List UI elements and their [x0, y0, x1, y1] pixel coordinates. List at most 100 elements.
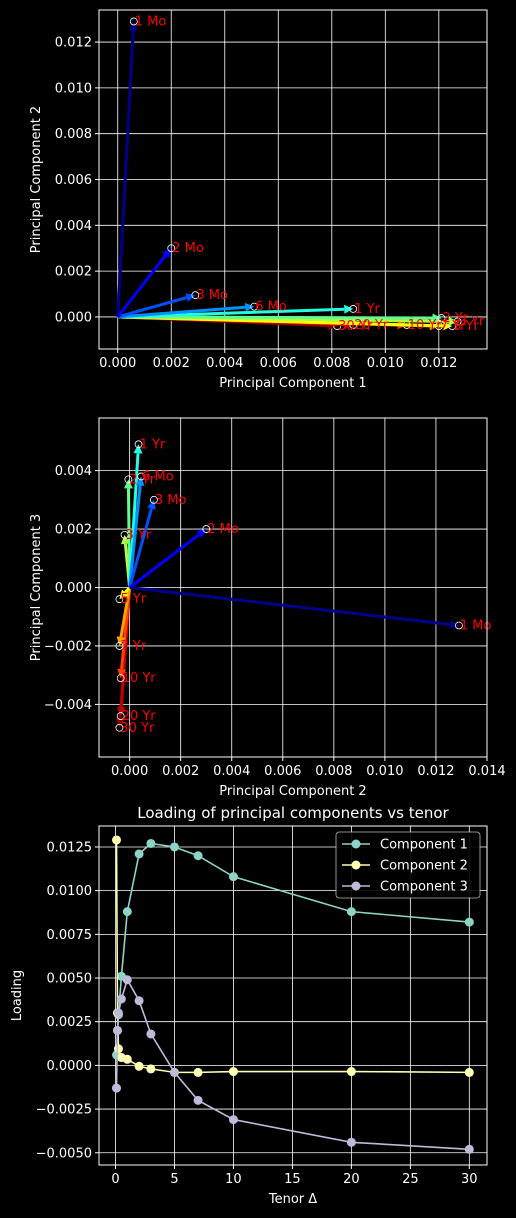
y-tick-label: 0.0125	[47, 840, 93, 855]
arrow-label: 5 Yr	[120, 592, 146, 607]
arrow-label: 3 Yr	[459, 315, 485, 330]
y-tick-label: 0.012	[55, 36, 92, 51]
data-point	[464, 917, 474, 927]
x-tick-label: 0.002	[162, 764, 199, 779]
y-tick-label: 0.002	[55, 523, 92, 538]
arrow-tip-marker	[116, 712, 125, 720]
series-line	[115, 977, 470, 1151]
arrow-head	[116, 706, 126, 717]
arrow-label: 30 Yr	[338, 319, 373, 334]
data-point	[169, 842, 179, 852]
arrow-tip-marker	[115, 723, 124, 732]
y-tick-label: 0.0050	[47, 972, 93, 987]
data-point	[112, 1025, 122, 1035]
arrow-label: 20 Yr	[354, 318, 389, 333]
arrow-head	[448, 316, 458, 326]
data-point	[346, 1137, 356, 1147]
data-point	[228, 1067, 238, 1077]
data-point	[464, 1144, 474, 1154]
data-point	[146, 1029, 156, 1039]
arrow-label: 3 Yr	[126, 528, 152, 543]
y-tick-label: −0.0025	[36, 1103, 92, 1118]
arrow-head	[115, 718, 125, 728]
y-tick-label: −0.0050	[36, 1146, 92, 1161]
x-tick-label: 5	[170, 1172, 178, 1187]
arrow-head	[244, 302, 255, 312]
arrow-head	[432, 313, 442, 323]
y-tick-label: 0.000	[55, 581, 92, 596]
y-tick-label: −0.004	[44, 698, 92, 713]
legend-label: Component 1	[380, 838, 468, 853]
arrow-tip-marker	[149, 495, 158, 504]
data-point	[228, 1115, 238, 1125]
arrow-tip-marker	[455, 621, 463, 630]
y-tick-label: 0.0000	[47, 1059, 93, 1074]
arrow-label: 1 Mo	[135, 14, 167, 29]
x-tick-label: 0.006	[264, 764, 301, 779]
arrow-tip-marker	[137, 472, 146, 481]
legend-label: Component 3	[380, 880, 468, 895]
y-tick-label: 0.006	[55, 173, 92, 188]
legend-box	[335, 831, 481, 899]
y-axis-label: Loading	[10, 970, 25, 1021]
data-point	[122, 975, 132, 985]
arrow-tip-marker	[116, 674, 125, 682]
x-tick-label: 0.002	[153, 356, 190, 371]
y-tick-label: −0.002	[44, 639, 92, 654]
arrow-shaft	[116, 254, 167, 318]
arrow-tip-marker	[349, 305, 358, 313]
x-tick-label: 0.000	[111, 764, 148, 779]
arrow-shaft	[119, 587, 132, 638]
x-axis-label: Principal Component 2	[219, 784, 366, 799]
arrow-tip-marker	[453, 317, 462, 326]
arrow-head	[133, 444, 143, 454]
legend-swatch-marker	[351, 881, 361, 891]
arrow-shaft	[117, 315, 433, 320]
arrow-shaft	[128, 508, 153, 588]
x-tick-label: 0.012	[417, 764, 454, 779]
arrow-head	[116, 636, 126, 646]
arrow-tip-marker	[124, 475, 133, 484]
y-tick-label: 0.008	[55, 127, 92, 142]
x-tick-label: 0.014	[468, 764, 505, 779]
data-point	[134, 849, 144, 859]
data-point	[193, 851, 203, 861]
loading-vs-tenor-chart: 0 5 10 15 20 25 30 −0.0050 −0.0025 0.0000 0.0025 0.…	[10, 804, 488, 1207]
arrow-label: 10 Yr	[122, 671, 157, 686]
arrow-head	[128, 21, 138, 31]
arrow-tip-marker	[115, 642, 124, 650]
series-line	[115, 839, 470, 1074]
arrow-label: 1 Mo	[460, 618, 492, 633]
data-point	[346, 907, 356, 917]
arrow-head	[135, 476, 145, 486]
y-tick-label: 0.004	[55, 219, 92, 234]
x-tick-label: 0.000	[99, 356, 136, 371]
arrow-tip-marker	[134, 440, 143, 449]
data-point	[169, 1067, 179, 1077]
data-point	[134, 996, 144, 1006]
arrow-shaft	[128, 533, 200, 589]
arrow-head	[449, 619, 459, 629]
arrow-tip-marker	[191, 291, 200, 300]
y-tick-label: 0.000	[55, 310, 92, 325]
x-tick-label: 30	[461, 1172, 478, 1187]
arrow-label: 1 Yr	[140, 437, 166, 452]
data-point	[228, 872, 238, 882]
x-tick-label: 15	[284, 1172, 301, 1187]
plot-frame	[98, 9, 488, 350]
arrow-label: 10 Yr	[408, 318, 443, 333]
arrow-label: 7 Yr	[120, 639, 146, 654]
plot-frame	[98, 825, 488, 1166]
y-tick-label: 0.0075	[47, 928, 93, 943]
x-tick-label: 0	[111, 1172, 119, 1187]
arrow-tip-marker	[250, 302, 259, 311]
legend-swatch-marker	[351, 860, 361, 870]
data-point	[122, 1054, 132, 1064]
data-point	[122, 907, 132, 917]
x-tick-label: 0.008	[315, 764, 352, 779]
y-tick-label: 0.0100	[47, 884, 93, 899]
data-point	[346, 1067, 356, 1077]
data-point	[146, 838, 156, 848]
y-tick-label: 0.010	[55, 81, 92, 96]
data-point	[193, 1095, 203, 1105]
